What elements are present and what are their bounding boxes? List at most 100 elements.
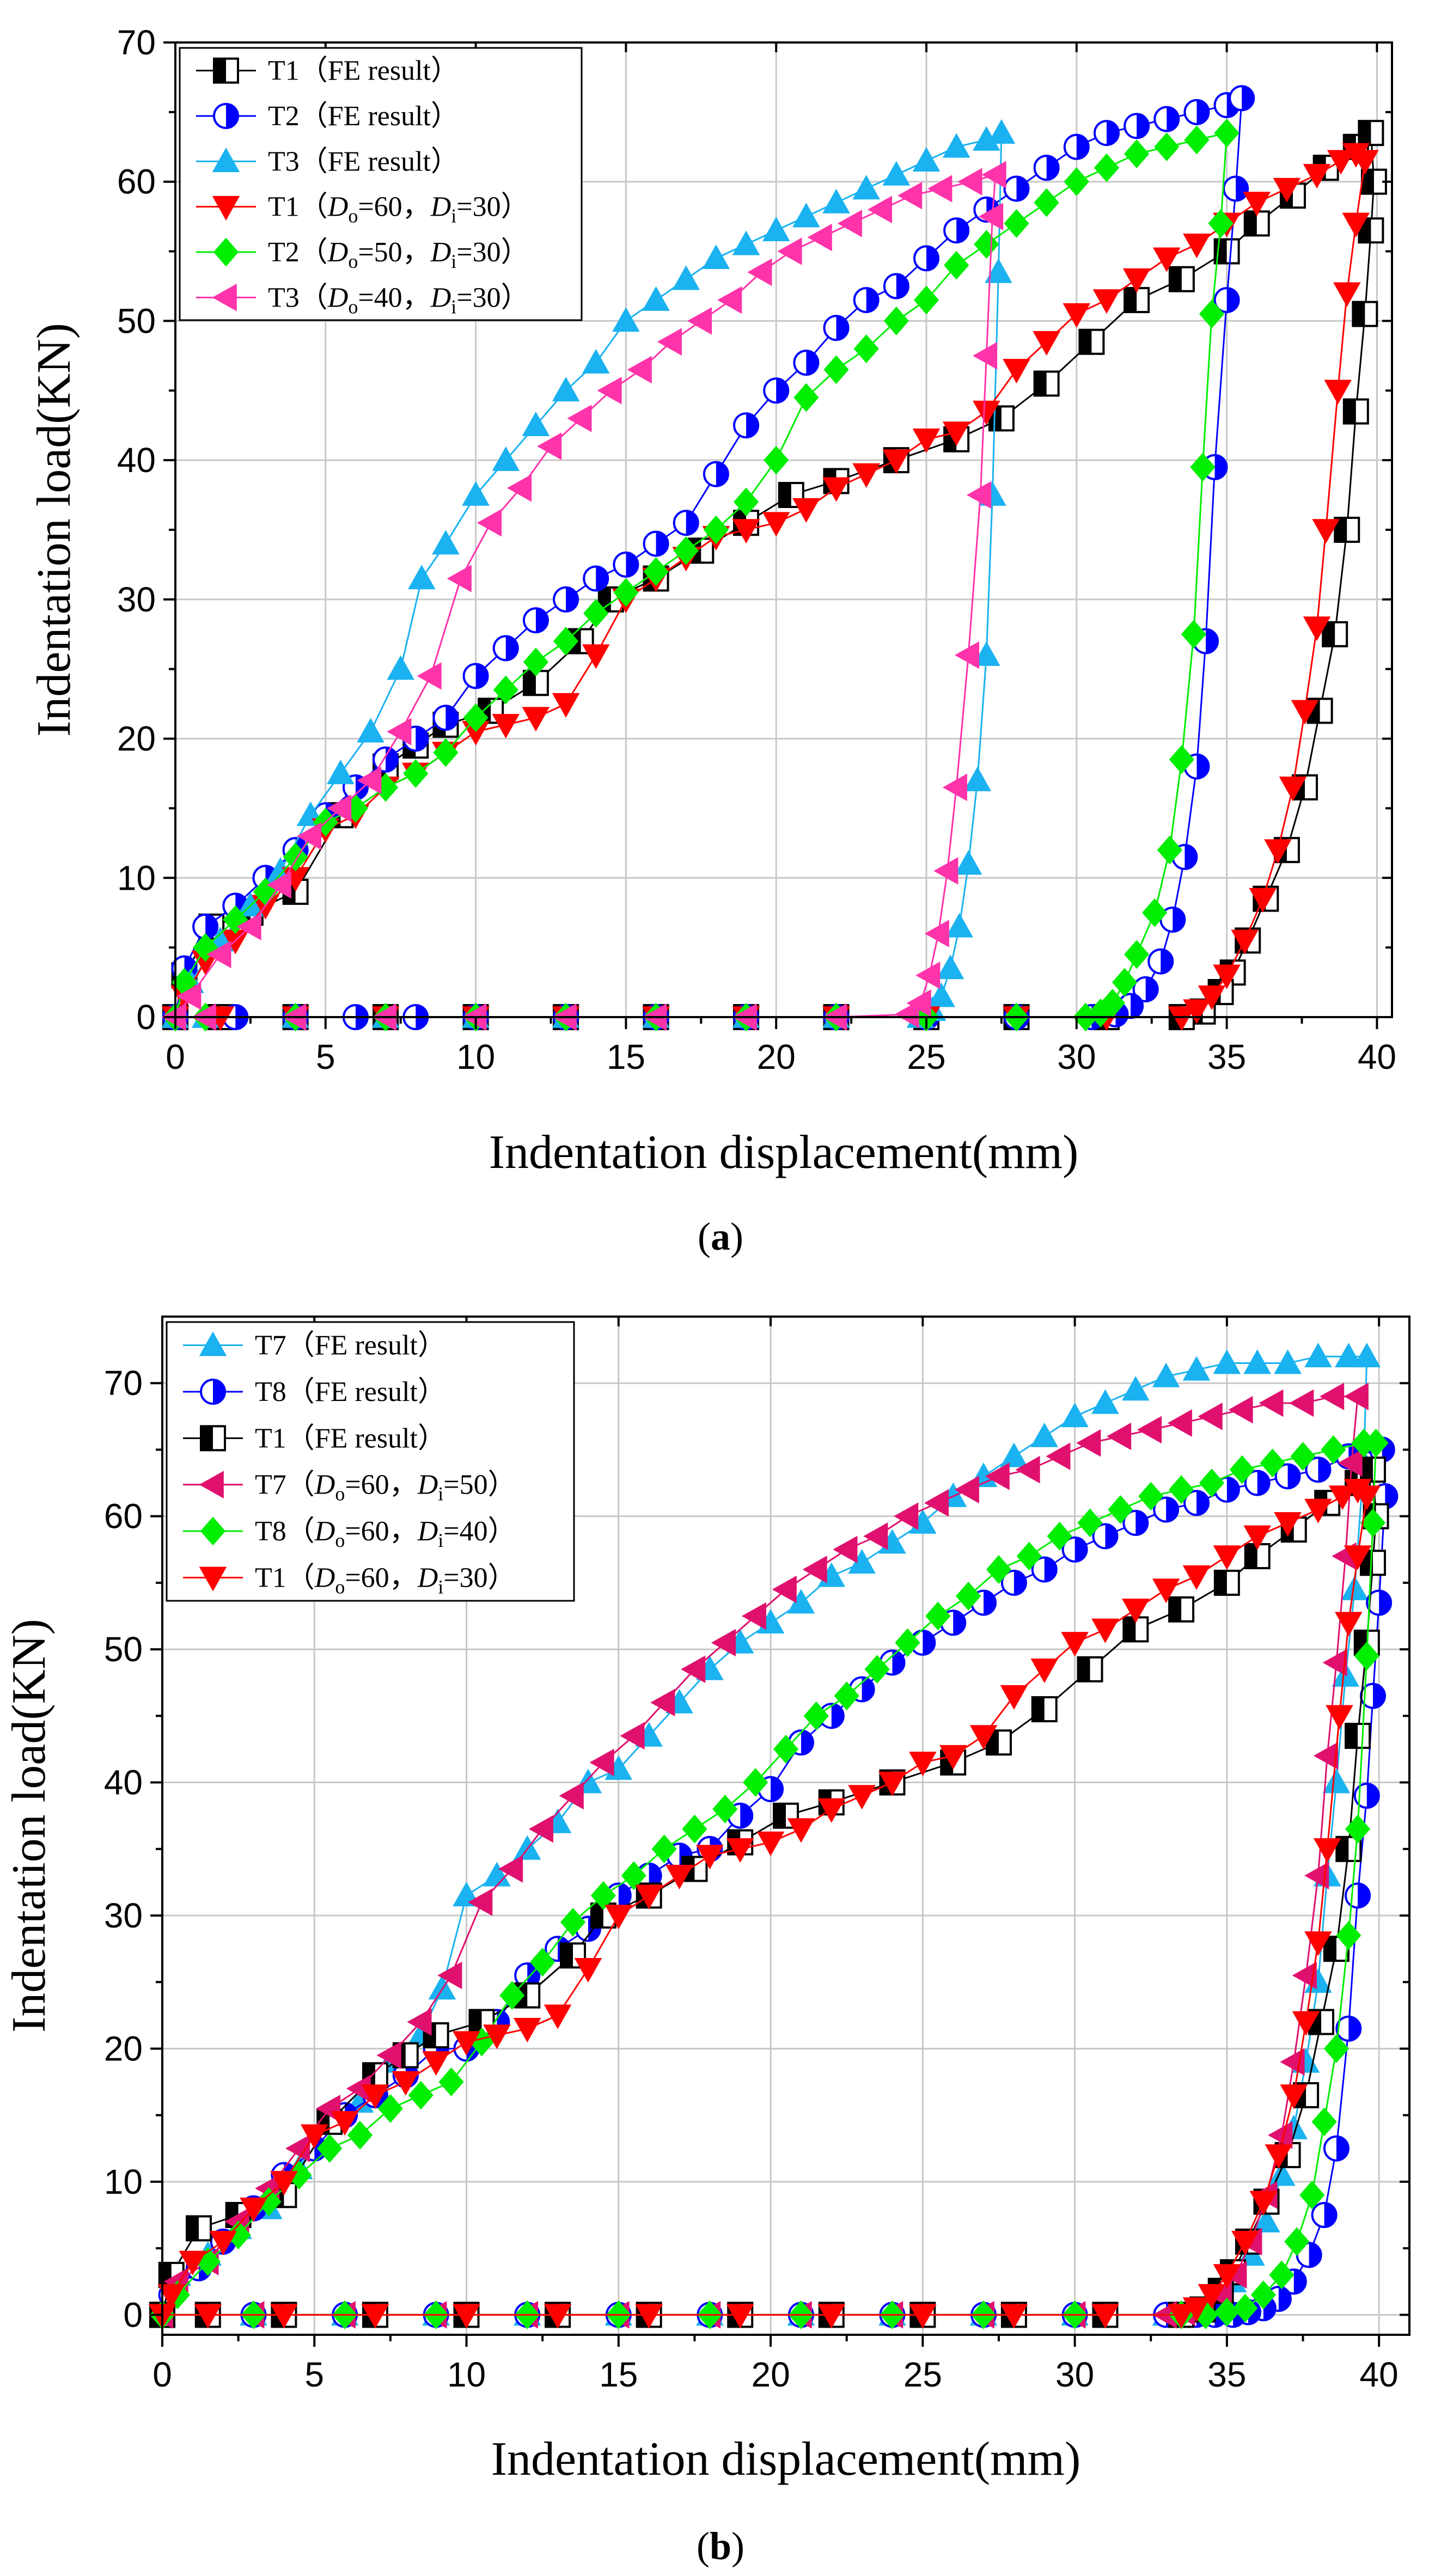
data-point [613, 551, 639, 578]
data-point [913, 245, 940, 272]
data-point [1274, 1349, 1302, 1374]
data-point [823, 355, 849, 384]
data-point [1214, 118, 1239, 148]
legend-box [166, 1321, 575, 1602]
data-point [468, 1888, 493, 1916]
data-point [256, 2187, 282, 2216]
data-point [1360, 168, 1387, 195]
data-point [969, 1725, 998, 1750]
data-point [357, 718, 384, 743]
data-point [492, 446, 520, 471]
data-point [1265, 2144, 1293, 2169]
data-point [853, 287, 880, 314]
data-point [726, 1838, 754, 1863]
data-point [1015, 1455, 1040, 1484]
data-point [582, 348, 610, 374]
data-point [621, 1861, 646, 1890]
data-point [1094, 153, 1120, 182]
data-point [438, 2067, 464, 2096]
data-point [422, 2051, 450, 2076]
data-point [157, 2284, 186, 2309]
y-tick-label: 0 [136, 998, 156, 1037]
x-tick-label: 35 [1207, 1037, 1246, 1076]
data-point [743, 1768, 768, 1797]
data-point [803, 1701, 829, 1730]
data-point [1228, 1396, 1253, 1424]
data-point [1358, 120, 1384, 146]
data-point [1303, 616, 1331, 641]
data-point [1078, 328, 1105, 355]
data-point [981, 161, 1006, 189]
data-point [437, 1961, 462, 1990]
data-point [408, 2081, 433, 2110]
data-point [270, 2171, 298, 2196]
data-point [1061, 1632, 1089, 1657]
data-point [1243, 1525, 1272, 1550]
data-point [944, 250, 969, 280]
data-point [954, 850, 982, 875]
data-point [909, 1752, 937, 1777]
data-point [882, 449, 911, 474]
data-point [1077, 1508, 1103, 1538]
data-point [848, 1785, 876, 1810]
data-point [492, 714, 520, 739]
data-point [1061, 1403, 1089, 1428]
data-point [483, 2024, 511, 2049]
data-point [560, 1907, 586, 1937]
data-point [1167, 1409, 1192, 1437]
data-point [915, 961, 941, 989]
data-point [1077, 1656, 1103, 1682]
data-point [1147, 948, 1174, 975]
data-point [787, 1818, 815, 1843]
panel-b: 0 5 10 15 20 25 30 35 40 0 10 20 30 40 50 60 70 Indentati… [3, 1315, 1411, 2568]
data-point [522, 707, 550, 732]
data-point [787, 1589, 815, 1614]
data-point [1250, 2280, 1277, 2310]
legend-label: T3（FE result） [268, 146, 459, 177]
y-tick-label: 20 [104, 2029, 143, 2068]
data-point [696, 1845, 724, 1870]
data-point [1328, 1485, 1357, 1510]
x-tick-label: 0 [166, 1037, 185, 1076]
data-point [936, 954, 964, 980]
data-point [954, 641, 980, 669]
data-point [1213, 964, 1241, 989]
data-point [613, 578, 639, 607]
data-point [285, 2134, 310, 2163]
data-point [1091, 2304, 1119, 2329]
data-point [682, 1814, 707, 1844]
data-point [1182, 1356, 1211, 1381]
data-point [1064, 167, 1089, 197]
data-point [1000, 2304, 1028, 2329]
data-point [837, 210, 862, 237]
data-point [1359, 1550, 1386, 1576]
data-point [1132, 976, 1159, 1002]
y-axis-title: Indentation load(KN) [28, 323, 81, 737]
data-point [492, 635, 519, 662]
y-tick-label: 30 [117, 580, 156, 619]
data-point [1284, 2227, 1310, 2256]
data-point [1259, 1389, 1284, 1417]
data-point [1076, 1429, 1101, 1457]
data-point [1353, 1343, 1381, 1368]
data-point [1034, 188, 1059, 217]
data-point [787, 1729, 814, 1756]
data-point [1061, 1536, 1088, 1563]
data-point [552, 376, 580, 402]
data-point [1335, 2015, 1362, 2042]
data-point [1153, 1496, 1180, 1523]
data-point [1354, 1641, 1379, 1671]
data-point [763, 377, 790, 404]
data-point [192, 913, 219, 940]
data-point [1183, 233, 1211, 259]
data-point [1213, 2264, 1241, 2289]
data-point [822, 188, 850, 213]
data-point [1341, 1575, 1369, 1600]
data-point [1322, 621, 1348, 647]
data-point [1229, 1455, 1255, 1484]
data-point [963, 766, 992, 792]
data-point [1321, 1435, 1346, 1464]
data-point [1093, 120, 1120, 146]
data-point [1122, 1376, 1150, 1401]
data-point [1199, 1468, 1225, 1497]
